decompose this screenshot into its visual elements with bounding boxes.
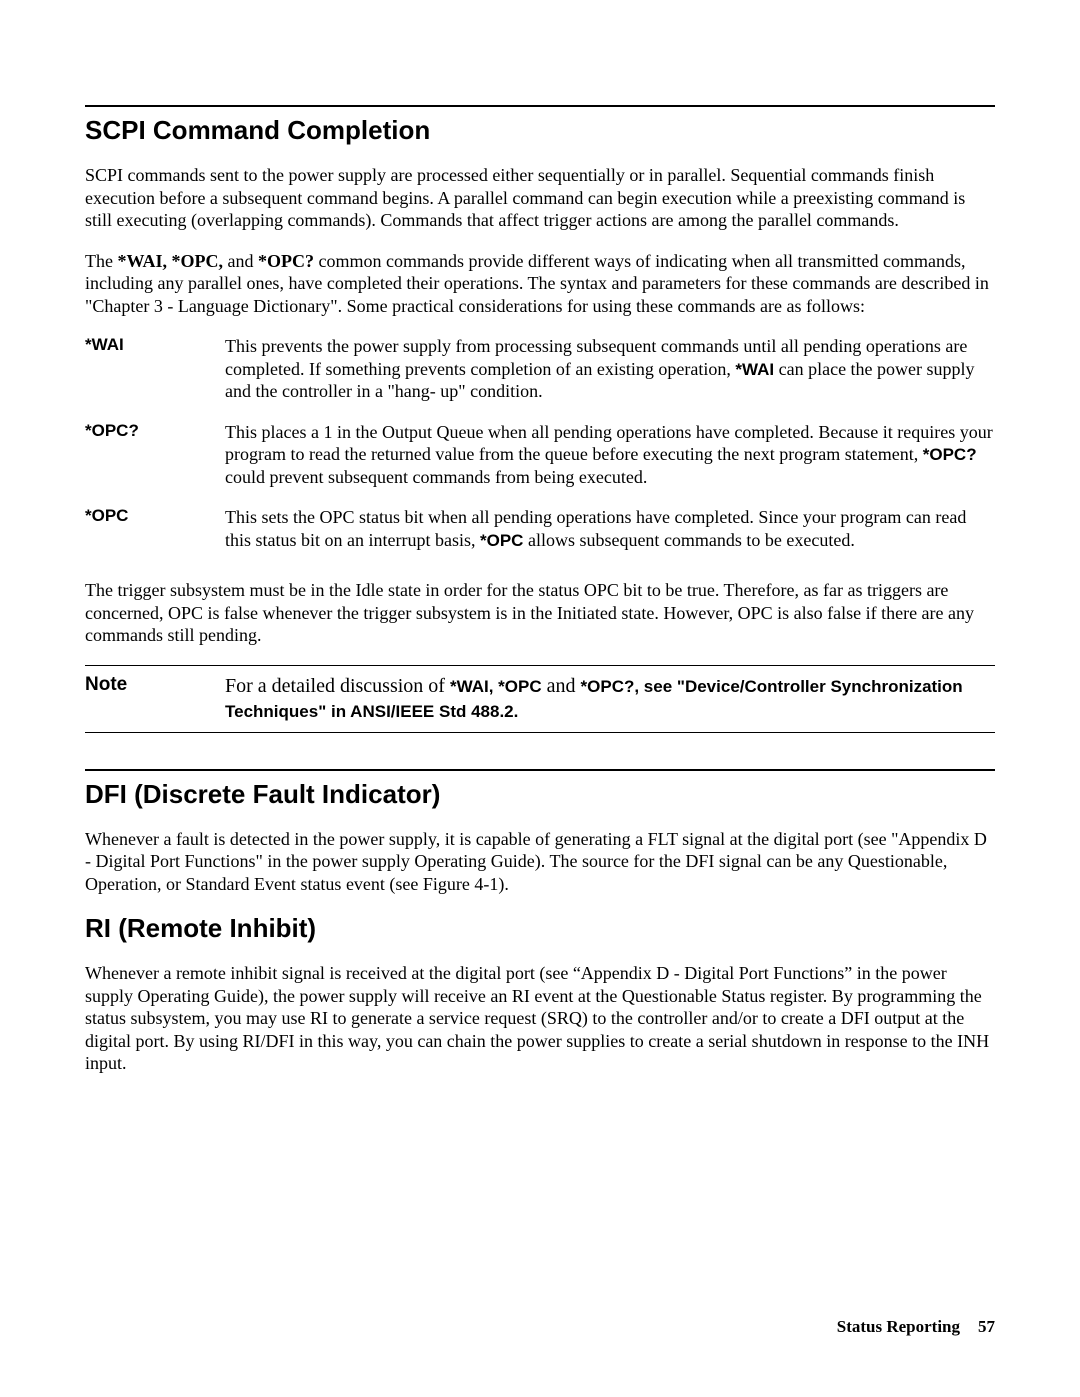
cmd-ref: *OPC?	[258, 251, 314, 271]
text: and	[542, 675, 581, 697]
spacer	[85, 569, 995, 579]
cmd-ref: *OPC	[480, 531, 523, 550]
spacer	[85, 741, 995, 769]
heading-scpi: SCPI Command Completion	[85, 115, 995, 146]
note-rule-bottom	[85, 732, 995, 733]
note-text: For a detailed discussion of *WAI, *OPC …	[225, 674, 995, 724]
cmd-desc: This places a 1 in the Output Queue when…	[225, 421, 995, 489]
page-footer: Status Reporting 57	[837, 1317, 995, 1337]
text: ,	[489, 677, 498, 696]
cmd-desc: This prevents the power supply from proc…	[225, 335, 995, 403]
footer-chapter: Status Reporting	[837, 1317, 960, 1336]
dfi-para: Whenever a fault is detected in the powe…	[85, 828, 995, 896]
footer-page-number: 57	[978, 1317, 995, 1336]
ri-para: Whenever a remote inhibit signal is rece…	[85, 962, 995, 1075]
section-rule	[85, 769, 995, 771]
text: The	[85, 251, 117, 271]
heading-dfi: DFI (Discrete Fault Indicator)	[85, 779, 995, 810]
cmd-label: *OPC	[85, 506, 225, 551]
text: allows subsequent commands to be execute…	[523, 530, 854, 550]
cmd-desc: This sets the OPC status bit when all pe…	[225, 506, 995, 551]
text: and	[223, 251, 258, 271]
scpi-para2: The *WAI, *OPC, and *OPC? common command…	[85, 250, 995, 318]
cmd-ref: *OPC?	[923, 445, 977, 464]
cmd-label: *WAI	[85, 335, 225, 403]
cmd-row-opc: *OPC This sets the OPC status bit when a…	[85, 506, 995, 551]
scpi-para3: The trigger subsystem must be in the Idl…	[85, 579, 995, 647]
heading-ri: RI (Remote Inhibit)	[85, 913, 995, 944]
cmd-ref: *WAI	[450, 677, 489, 696]
cmd-ref: *OPC?	[581, 677, 635, 696]
note-block: Note For a detailed discussion of *WAI, …	[85, 665, 995, 733]
cmd-ref: *WAI, *OPC,	[117, 251, 223, 271]
section-rule	[85, 105, 995, 107]
command-table: *WAI This prevents the power supply from…	[85, 335, 995, 551]
text: could prevent subsequent commands from b…	[225, 467, 647, 487]
scpi-para1: SCPI commands sent to the power supply a…	[85, 164, 995, 232]
cmd-row-opcq: *OPC? This places a 1 in the Output Queu…	[85, 421, 995, 489]
note-row: Note For a detailed discussion of *WAI, …	[85, 666, 995, 732]
text: For a detailed discussion of	[225, 675, 450, 697]
cmd-row-wai: *WAI This prevents the power supply from…	[85, 335, 995, 403]
cmd-ref: *OPC	[498, 677, 541, 696]
cmd-label: *OPC?	[85, 421, 225, 489]
page-container: SCPI Command Completion SCPI commands se…	[0, 0, 1080, 1397]
cmd-ref: *WAI	[735, 360, 774, 379]
text: This places a 1 in the Output Queue when…	[225, 422, 993, 465]
note-label: Note	[85, 674, 225, 724]
